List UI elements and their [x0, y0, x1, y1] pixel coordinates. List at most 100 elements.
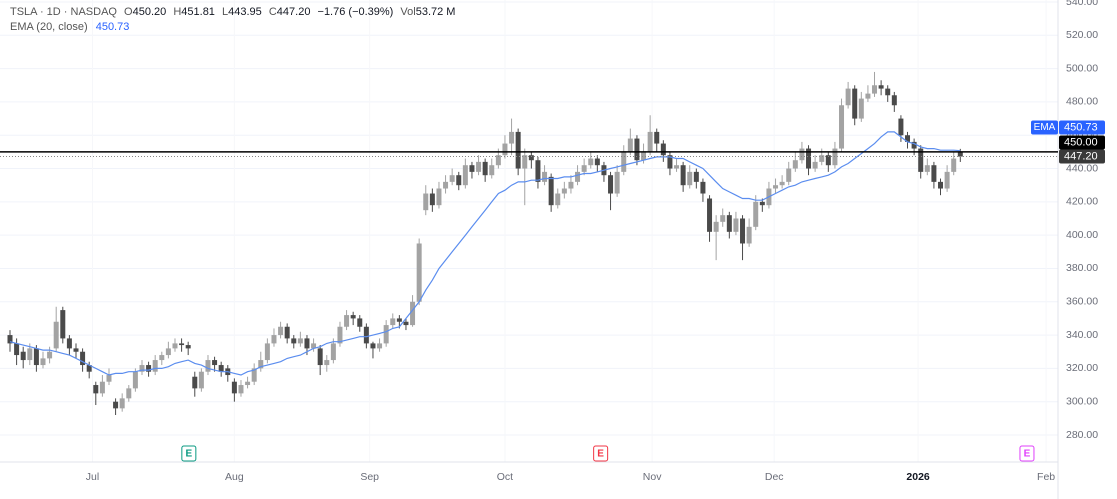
open: 450.20 — [133, 6, 167, 18]
candle-body — [528, 155, 534, 161]
candle-body — [865, 93, 871, 99]
candle-body — [845, 88, 851, 106]
candle-body — [396, 318, 402, 322]
candle-body — [733, 218, 739, 232]
x-tick-label: Nov — [643, 471, 662, 483]
candle-body — [502, 143, 508, 156]
candle-body — [238, 385, 244, 394]
candle-body — [258, 360, 264, 369]
candle-body — [159, 355, 165, 361]
volume-label: Vol — [400, 6, 415, 18]
candle-body — [753, 201, 759, 227]
candle-body — [819, 155, 825, 162]
candle-body — [284, 326, 290, 339]
candle-body — [317, 348, 323, 366]
candle-body — [654, 131, 660, 144]
candle-body — [324, 360, 330, 366]
candle-body — [509, 131, 515, 144]
candle-body — [337, 326, 343, 344]
x-tick-label: Dec — [765, 471, 784, 483]
candle-body — [740, 218, 746, 244]
candle-body — [311, 343, 317, 349]
x-tick-label: Aug — [225, 471, 244, 483]
candle-body — [548, 176, 554, 206]
candle-body — [218, 365, 224, 372]
y-tick-label: 500.00 — [1066, 62, 1098, 74]
candle-body — [429, 193, 435, 206]
candle-body — [898, 118, 904, 136]
x-tick-label: Oct — [497, 471, 513, 483]
x-tick-label: Sep — [360, 471, 379, 483]
candle-body — [363, 326, 369, 344]
y-tick-label: 380.00 — [1066, 262, 1098, 274]
candle-body — [647, 131, 653, 152]
candle-body — [806, 148, 812, 169]
legend-line: TSLA · 1D · NASDAQ O450.20 H451.81 L443.… — [10, 6, 455, 18]
candle-body — [944, 171, 950, 189]
candle-body — [746, 226, 752, 244]
candle-body — [99, 381, 105, 394]
candle-body — [344, 315, 350, 327]
candle-body — [350, 315, 356, 319]
high: 451.81 — [181, 6, 215, 18]
candle-body — [713, 221, 719, 232]
candle-body — [759, 201, 765, 206]
low: 443.95 — [228, 6, 262, 18]
candle-body — [489, 165, 495, 176]
candle-body — [812, 161, 818, 169]
candle-body — [93, 385, 99, 394]
candle-body — [542, 171, 548, 182]
candle-body — [423, 193, 429, 211]
candle-body — [185, 345, 191, 349]
event-label: E — [186, 449, 193, 460]
close-label: C — [269, 6, 277, 18]
price-tag-label: 450.00 — [1064, 136, 1098, 148]
ema-tag-name-box — [1031, 120, 1058, 135]
candle-body — [47, 351, 53, 359]
event-marker — [1019, 445, 1035, 462]
candle-body — [720, 215, 726, 222]
candle-body — [627, 138, 633, 152]
y-tick-label: 480.00 — [1066, 96, 1098, 108]
candle-body — [383, 325, 389, 344]
price-tag-label: 450.73 — [1064, 121, 1098, 133]
candle-body — [152, 360, 158, 372]
indicator-value: 450.73 — [96, 21, 130, 33]
candle-body — [297, 338, 303, 344]
candle-body — [614, 171, 620, 194]
candle-body — [581, 165, 587, 172]
price-tag-label: 447.20 — [1064, 150, 1098, 162]
candle-body — [53, 321, 59, 349]
candle-body — [33, 348, 39, 366]
event-label: E — [1024, 449, 1031, 460]
change: −1.76 (−0.39%) — [318, 6, 394, 18]
x-tick-label: 2026 — [906, 471, 930, 483]
candle-body — [377, 343, 383, 349]
candle-body — [924, 165, 930, 172]
candle-body — [938, 181, 944, 189]
candle-body — [799, 148, 805, 161]
open-label: O — [124, 6, 133, 18]
candle-body — [146, 365, 152, 372]
close: 447.20 — [277, 6, 311, 18]
candle-body — [852, 88, 858, 119]
y-tick-label: 520.00 — [1066, 29, 1098, 41]
candle-body — [27, 348, 33, 361]
y-tick-label: 360.00 — [1066, 296, 1098, 308]
candle-body — [198, 371, 204, 389]
candle-body — [86, 365, 92, 372]
candle-body — [330, 343, 336, 361]
candle-body — [205, 360, 211, 372]
y-tick-label: 540.00 — [1066, 0, 1098, 8]
event-marker — [593, 445, 609, 462]
ema-line — [9, 131, 961, 376]
candle-body — [693, 171, 699, 182]
candle-body — [410, 301, 416, 326]
volume: 53.72 M — [416, 6, 456, 18]
candle-body — [212, 360, 218, 366]
candle-body — [469, 165, 475, 172]
candle-body — [278, 326, 284, 336]
candle-body — [291, 338, 297, 344]
candle-body — [73, 348, 79, 352]
candle-body — [660, 143, 666, 156]
